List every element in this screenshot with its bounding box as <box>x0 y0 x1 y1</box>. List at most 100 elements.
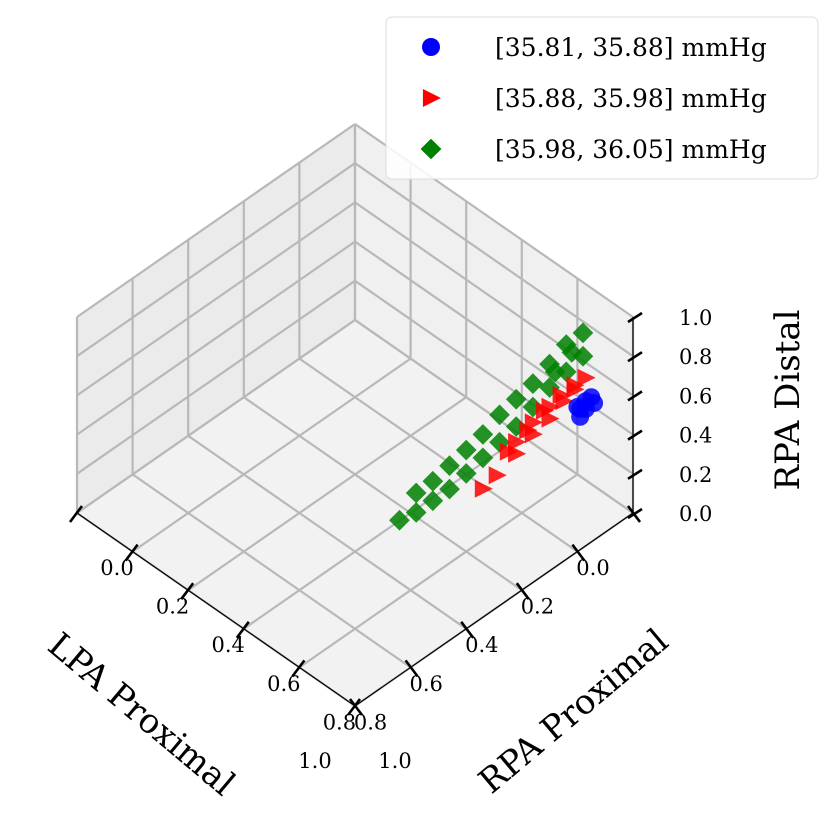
legend-label: [35.98, 36.05] mmHg <box>495 135 767 164</box>
data-point-triangle-right <box>541 397 560 416</box>
data-point-diamond <box>472 447 494 469</box>
x-tick-label: 0.8 <box>354 710 387 734</box>
left-wall-grid-z-4 <box>76 162 356 358</box>
data-point-diamond <box>561 342 583 363</box>
x-tick-label: 0.0 <box>576 556 609 580</box>
data-point-diamond <box>522 373 544 394</box>
left-wall-pane <box>77 124 355 513</box>
y-tick-2 <box>180 582 195 600</box>
x-tick-label: 0.2 <box>521 595 554 619</box>
data-point-triangle-right <box>499 442 518 461</box>
y-axis-label: RPA Proximal <box>471 621 676 802</box>
data-point-diamond <box>422 470 444 492</box>
right-wall-grid-z-3 <box>354 201 634 397</box>
floor-grid-x-4 <box>131 473 412 669</box>
legend-marker-circle <box>422 38 440 56</box>
legend-box <box>385 16 819 180</box>
tick-labels: 0.00.00.00.20.20.20.40.40.40.60.60.60.80… <box>100 306 712 773</box>
data-point-triangle-right <box>524 413 543 432</box>
y-tick-4 <box>291 659 306 678</box>
y-tick-label: 0.8 <box>323 710 356 734</box>
y-tick-3 <box>235 621 250 639</box>
legend: [35.81, 35.88] mmHg [35.88, 35.98] mmHg [3… <box>385 16 819 180</box>
z-tick-5 <box>627 311 643 324</box>
z-tick-0 <box>627 507 643 520</box>
axis-lines <box>68 311 643 716</box>
x-tick-3 <box>460 621 475 639</box>
left-wall-grid-z-0 <box>76 319 356 514</box>
x-tick-4 <box>404 659 419 678</box>
floor-grid-x-2 <box>243 396 523 592</box>
x-tick-label: 0.4 <box>465 633 498 657</box>
floor-grid-y-3 <box>243 434 523 630</box>
data-point-circle <box>585 394 604 413</box>
x-tick-label: 1.0 <box>298 749 331 773</box>
z-tick-3 <box>627 390 643 402</box>
left-wall-grid-z-2 <box>76 240 356 436</box>
z-tick-label: 0.6 <box>679 384 712 408</box>
left-wall-grid-z-1 <box>76 279 356 475</box>
y-tick-5 <box>346 698 362 716</box>
y-tick-label: 0.6 <box>267 672 300 696</box>
y-tick-label: 0.2 <box>156 595 189 619</box>
z-axis-label: RPA Distal <box>768 309 808 490</box>
z-tick-label: 0.0 <box>679 502 712 526</box>
data-point-diamond <box>405 502 427 523</box>
data-point-diamond <box>572 322 594 344</box>
y-tick-label: 0.0 <box>100 556 133 580</box>
data-point-triangle-right <box>552 386 571 405</box>
data-point-diamond <box>389 509 410 531</box>
floor-grid-y-2 <box>187 396 467 592</box>
data-point-diamond <box>439 455 460 476</box>
data-point-diamond <box>505 388 527 410</box>
data-point-diamond <box>422 490 444 512</box>
data-point-diamond <box>489 404 510 426</box>
z-tick-1 <box>627 468 643 480</box>
data-point-diamond <box>572 345 594 367</box>
left-wall-grid-z-3 <box>76 201 356 397</box>
right-wall-pane <box>355 124 633 513</box>
floor-grid-y-4 <box>298 473 579 669</box>
legend-label: [35.88, 35.98] mmHg <box>495 84 767 113</box>
data-point-diamond <box>544 361 566 383</box>
x-tick-5 <box>348 698 364 716</box>
z-tick-4 <box>627 351 643 363</box>
data-point-diamond <box>405 482 427 504</box>
data-point-diamond <box>455 439 477 461</box>
legend-marker-triangle-right <box>422 89 441 107</box>
data-point-diamond <box>472 424 494 445</box>
legend-marker-diamond <box>420 138 442 160</box>
y-tick-label: 1.0 <box>378 749 411 773</box>
data-point-circle <box>568 397 587 416</box>
data-point-triangle-right <box>488 466 507 485</box>
right-wall-grid-z-4 <box>354 162 634 358</box>
data-point-diamond <box>522 396 544 418</box>
y-tick-1 <box>124 543 139 562</box>
data-point-diamond <box>555 361 577 383</box>
data-point-diamond <box>455 463 477 484</box>
data-points <box>389 322 604 531</box>
data-point-triangle-right <box>566 376 585 395</box>
z-tick-label: 0.8 <box>679 345 712 369</box>
z-tick-label: 0.2 <box>679 463 712 487</box>
legend-label: [35.81, 35.88] mmHg <box>495 33 767 62</box>
x-axis-line <box>354 512 634 707</box>
left-wall-grid-z-5 <box>76 123 356 318</box>
x-tick-label: 0.6 <box>409 672 442 696</box>
data-point-triangle-right <box>519 421 538 440</box>
data-point-triangle-right <box>508 433 527 451</box>
y-tick-label: 0.4 <box>211 633 244 657</box>
floor-grid-y-1 <box>131 357 412 553</box>
legend-items: [35.81, 35.88] mmHg [35.88, 35.98] mmHg [3… <box>420 33 767 164</box>
right-wall-grid-z-1 <box>354 279 634 475</box>
y-axis-line <box>76 512 356 707</box>
z-tick-label: 0.4 <box>679 424 712 448</box>
z-tick-label: 1.0 <box>679 306 712 330</box>
z-tick-2 <box>627 429 643 441</box>
floor-grid-x-1 <box>298 357 579 553</box>
data-point-triangle-right <box>474 479 493 498</box>
x-tick-1 <box>571 543 586 562</box>
y-tick-0 <box>68 505 84 523</box>
floor-grid-x-3 <box>187 434 467 630</box>
